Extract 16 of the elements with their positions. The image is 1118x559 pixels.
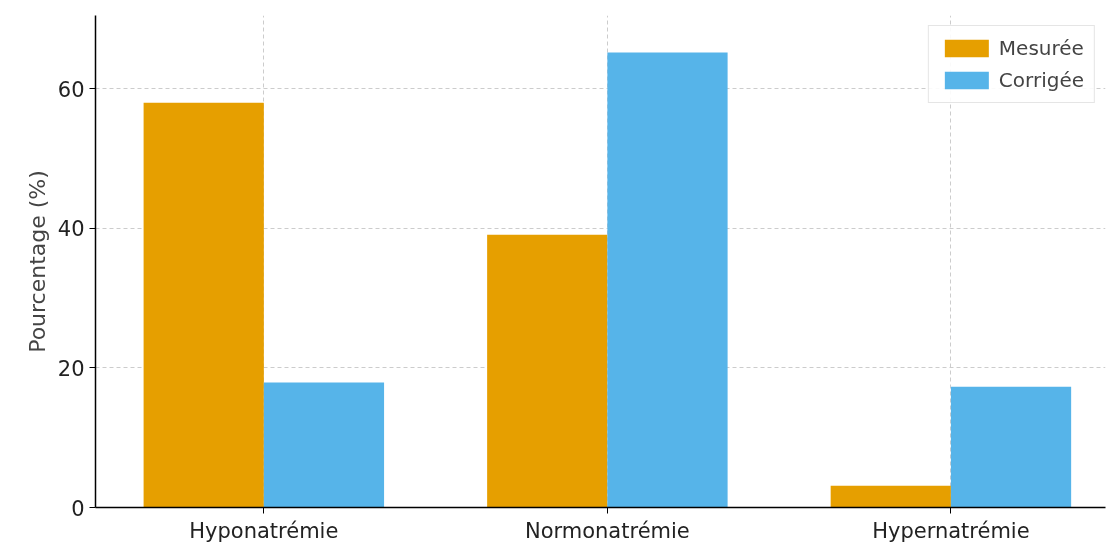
bar xyxy=(487,234,608,508)
legend-label: Corrigée xyxy=(998,68,1084,92)
y-tick-label: 40 xyxy=(57,217,85,242)
bar xyxy=(950,386,1072,508)
bar xyxy=(263,382,385,508)
x-tick-label: Hypernatrémie xyxy=(872,518,1030,543)
legend-label: Mesurée xyxy=(998,36,1084,60)
x-tick-label: Hyponatrémie xyxy=(189,518,339,543)
y-tick-label: 20 xyxy=(57,356,85,381)
y-tick-label: 60 xyxy=(57,77,85,102)
y-tick-label: 0 xyxy=(71,496,85,521)
x-tick-label: Normonatrémie xyxy=(524,518,690,543)
bar xyxy=(830,485,951,508)
bar xyxy=(607,52,728,508)
bar xyxy=(143,102,264,508)
y-axis-title: Pourcentage (%) xyxy=(24,170,50,353)
